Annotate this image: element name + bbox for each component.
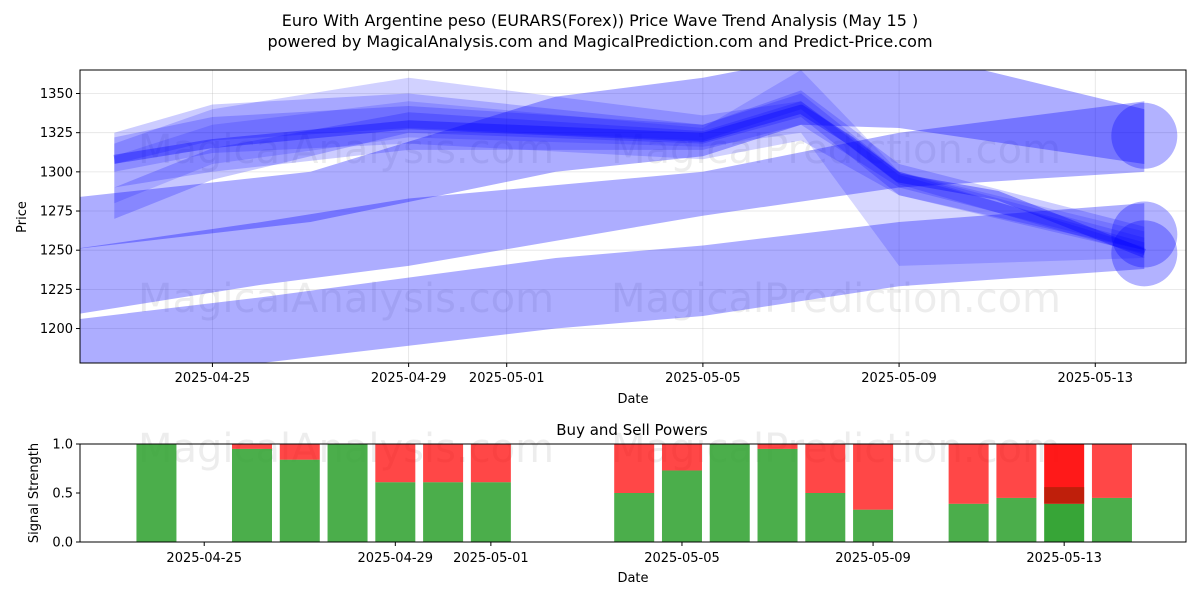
price-x-tick-label: 2025-04-29 — [371, 371, 447, 386]
price-x-ticks: 2025-04-25 2025-04-29 2025-05-01 2025-05-05… — [175, 363, 1133, 386]
sell-bar — [375, 444, 416, 483]
wave-band — [80, 101, 1145, 314]
signal-x-tick-label: 2025-04-25 — [166, 551, 242, 566]
wave-bands — [80, 70, 1178, 363]
price-watermarks: MagicalAnalysis.com MagicalPrediction.co… — [138, 127, 1061, 322]
sell-bar — [661, 444, 702, 471]
signal-x-tick-label: 2025-05-05 — [644, 551, 720, 566]
buy-bar — [423, 482, 464, 542]
signal-y-axis-label: Signal Strength — [27, 443, 42, 543]
buy-bar — [327, 444, 368, 542]
sell-bar — [853, 444, 894, 510]
overlap-bar — [1044, 487, 1085, 504]
buy-bar — [1044, 503, 1085, 542]
sell-bar — [470, 444, 511, 483]
sell-bar — [423, 444, 464, 483]
price-y-tick-label: 1200 — [40, 322, 73, 337]
wave-band — [114, 77, 1145, 254]
price-panel: MagicalAnalysis.com MagicalPrediction.co… — [15, 69, 1187, 407]
signal-x-tick-label: 2025-05-13 — [1026, 551, 1102, 566]
price-y-ticks: 1200 1225 1250 1275 1300 1325 1350 — [40, 87, 80, 337]
price-y-tick-label: 1225 — [40, 283, 73, 298]
watermark-prediction-mid: MagicalPrediction.com — [611, 276, 1061, 322]
price-y-tick-label: 1325 — [40, 126, 73, 141]
price-gridlines — [80, 70, 1186, 363]
buy-bar — [757, 448, 798, 542]
signal-bars — [136, 444, 1132, 542]
buy-bar — [661, 470, 702, 542]
sell-bar — [996, 444, 1037, 498]
chart-title: Euro With Argentine peso (EURARS(Forex))… — [282, 11, 918, 30]
wave-band — [114, 90, 1145, 251]
sell-bar — [279, 444, 320, 460]
wave-center-line — [113, 104, 1146, 258]
buy-bar — [375, 482, 416, 542]
watermark-analysis-top: MagicalAnalysis.com — [138, 127, 554, 173]
chart-subtitle: powered by MagicalAnalysis.com and Magic… — [267, 32, 932, 51]
wave-band — [80, 70, 1145, 249]
buy-bar — [614, 493, 655, 542]
price-x-tick-label: 2025-05-13 — [1057, 371, 1133, 386]
sell-bar — [1091, 444, 1132, 498]
buy-bar — [231, 448, 272, 542]
signal-x-axis-label: Date — [617, 571, 648, 586]
buy-bar — [948, 503, 989, 542]
buy-bar — [1091, 497, 1132, 542]
sell-bar — [805, 444, 846, 493]
price-axes-frame — [79, 69, 1187, 364]
wave-endpoint-marker — [1111, 102, 1178, 169]
price-y-tick-label: 1350 — [40, 87, 73, 102]
price-x-axis-label: Date — [617, 392, 648, 407]
wave-band — [80, 203, 1145, 363]
signal-x-tick-label: 2025-05-09 — [835, 551, 911, 566]
sell-bar — [948, 444, 989, 504]
price-y-axis-label: Price — [15, 201, 30, 233]
price-x-tick-label: 2025-05-05 — [665, 371, 741, 386]
signal-y-tick-label: 0.0 — [52, 536, 73, 551]
price-x-tick-label: 2025-05-01 — [469, 371, 545, 386]
signal-x-tick-label: 2025-05-01 — [453, 551, 529, 566]
buy-bar — [136, 444, 177, 542]
sell-bar — [231, 444, 272, 449]
price-x-tick-label: 2025-05-09 — [861, 371, 937, 386]
wave-endpoint-marker — [1111, 201, 1178, 268]
signal-y-ticks: 0.0 0.5 1.0 — [52, 438, 80, 551]
price-x-tick-label: 2025-04-25 — [175, 371, 251, 386]
price-y-tick-label: 1250 — [40, 244, 73, 259]
sell-bar — [614, 444, 655, 493]
buy-bar — [996, 497, 1037, 542]
price-y-tick-label: 1300 — [40, 165, 73, 180]
buy-bar — [709, 444, 750, 542]
wave-band — [114, 101, 1145, 251]
sell-bar — [757, 444, 798, 449]
watermark-prediction-top: MagicalPrediction.com — [611, 127, 1061, 173]
signal-x-tick-label: 2025-04-29 — [358, 551, 434, 566]
signal-y-tick-label: 1.0 — [52, 438, 73, 453]
signal-x-ticks: 2025-04-25 2025-04-29 2025-05-01 2025-05-05… — [166, 542, 1102, 566]
signal-panel: Buy and Sell Powers MagicalAnalysis.com … — [27, 421, 1187, 586]
buy-bar — [805, 493, 846, 542]
buy-bar — [853, 509, 894, 542]
signal-y-tick-label: 0.5 — [52, 487, 73, 502]
signal-chart-title: Buy and Sell Powers — [556, 421, 708, 439]
wave-band — [114, 70, 1145, 266]
watermark-analysis-mid: MagicalAnalysis.com — [138, 276, 554, 322]
price-y-tick-label: 1275 — [40, 205, 73, 220]
buy-bar — [470, 482, 511, 542]
wave-endpoint-marker — [1111, 220, 1178, 287]
buy-bar — [279, 459, 320, 542]
wave-band — [114, 93, 1145, 255]
